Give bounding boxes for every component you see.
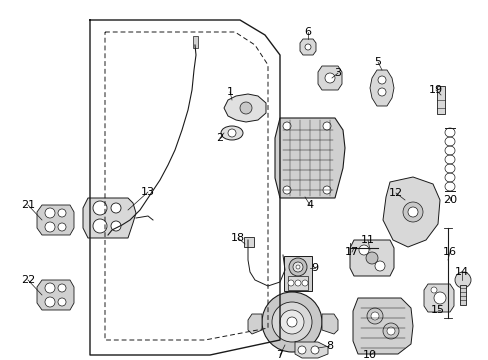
Polygon shape: [224, 94, 265, 122]
Polygon shape: [247, 314, 262, 334]
Circle shape: [45, 208, 55, 218]
Circle shape: [305, 44, 310, 50]
Circle shape: [111, 221, 121, 231]
Text: 7: 7: [276, 350, 283, 360]
Bar: [459, 285, 465, 305]
Circle shape: [283, 122, 290, 130]
Bar: [244, 237, 253, 247]
Circle shape: [45, 222, 55, 232]
Circle shape: [58, 298, 66, 306]
Text: 2: 2: [216, 133, 223, 143]
Text: 6: 6: [304, 27, 311, 37]
Text: 16: 16: [442, 247, 456, 257]
Circle shape: [45, 297, 55, 307]
Circle shape: [58, 223, 66, 231]
Polygon shape: [382, 177, 439, 247]
Text: 12: 12: [388, 188, 402, 198]
Text: 20: 20: [442, 195, 456, 205]
Circle shape: [430, 287, 436, 293]
Circle shape: [374, 261, 384, 271]
Circle shape: [377, 76, 385, 84]
Circle shape: [280, 310, 304, 334]
Polygon shape: [317, 66, 341, 90]
Circle shape: [366, 308, 382, 324]
Circle shape: [323, 122, 330, 130]
Bar: [287, 276, 307, 290]
Circle shape: [365, 252, 377, 264]
Polygon shape: [423, 284, 453, 312]
Circle shape: [292, 262, 303, 272]
Bar: [284, 256, 311, 291]
Circle shape: [454, 272, 470, 288]
Circle shape: [111, 203, 121, 213]
Text: 3: 3: [334, 68, 341, 78]
Polygon shape: [274, 118, 345, 198]
Circle shape: [58, 209, 66, 217]
Circle shape: [386, 327, 394, 335]
Text: 11: 11: [360, 235, 374, 245]
Circle shape: [286, 317, 296, 327]
Circle shape: [310, 346, 318, 354]
Circle shape: [288, 258, 306, 276]
Text: 21: 21: [21, 200, 35, 210]
Text: 17: 17: [344, 247, 358, 257]
Circle shape: [45, 283, 55, 293]
Text: 4: 4: [306, 200, 313, 210]
Text: 10: 10: [362, 350, 376, 360]
Text: 15: 15: [430, 305, 444, 315]
Circle shape: [325, 73, 334, 83]
Circle shape: [271, 302, 311, 342]
Circle shape: [377, 88, 385, 96]
Text: 9: 9: [311, 263, 318, 273]
Circle shape: [373, 244, 381, 252]
Circle shape: [93, 201, 107, 215]
Polygon shape: [352, 298, 412, 354]
Polygon shape: [83, 198, 136, 238]
Polygon shape: [349, 240, 393, 276]
Circle shape: [382, 323, 398, 339]
Bar: [192, 36, 197, 48]
Polygon shape: [369, 70, 393, 106]
Circle shape: [407, 207, 417, 217]
Circle shape: [302, 280, 307, 286]
Circle shape: [262, 292, 321, 352]
Circle shape: [323, 186, 330, 194]
Text: 18: 18: [230, 233, 244, 243]
Circle shape: [402, 202, 422, 222]
Polygon shape: [299, 39, 315, 55]
Polygon shape: [37, 205, 74, 235]
Polygon shape: [294, 342, 327, 358]
Circle shape: [283, 186, 290, 194]
Text: 19: 19: [428, 85, 442, 95]
Text: 22: 22: [21, 275, 35, 285]
Circle shape: [294, 280, 301, 286]
Bar: [436, 86, 444, 114]
Text: 8: 8: [326, 341, 333, 351]
Circle shape: [240, 102, 251, 114]
Polygon shape: [37, 280, 74, 310]
Text: 5: 5: [374, 57, 381, 67]
Circle shape: [370, 312, 378, 320]
Circle shape: [287, 280, 293, 286]
Text: 13: 13: [141, 187, 155, 197]
Polygon shape: [321, 314, 337, 334]
Circle shape: [295, 265, 299, 269]
Circle shape: [93, 219, 107, 233]
Circle shape: [58, 284, 66, 292]
Circle shape: [433, 292, 445, 304]
Circle shape: [297, 346, 305, 354]
Ellipse shape: [221, 126, 243, 140]
Text: 14: 14: [454, 267, 468, 277]
Circle shape: [227, 129, 236, 137]
Text: 1: 1: [226, 87, 233, 97]
Circle shape: [358, 245, 368, 255]
